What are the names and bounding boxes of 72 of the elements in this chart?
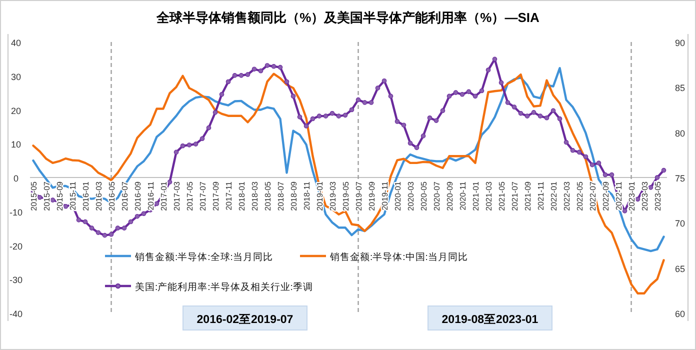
x-tick-label: 2015-09 [55, 180, 64, 211]
legend-label: 美国:产能利用率:半导体及相关行业:季调 [135, 281, 313, 293]
x-tick-label: 2017-01 [159, 180, 168, 211]
x-tick-label: 2022-01 [549, 180, 558, 211]
x-tick-label: 2019-03 [328, 180, 338, 211]
x-tick-label: 2021-07 [510, 180, 520, 211]
y2-tick-label: 85 [674, 83, 686, 94]
x-tick-label: 2016-07 [120, 180, 130, 211]
y2-tick-label: 65 [674, 264, 686, 274]
x-tick-label: 2020-05 [419, 180, 428, 211]
y-tick-label: 10 [10, 140, 22, 150]
x-tick-label: 2021-03 [484, 180, 494, 211]
x-tick-label: 2017-03 [172, 180, 182, 211]
y2-tick-label: 80 [674, 128, 686, 138]
x-tick-label: 2022-05 [575, 180, 584, 211]
y-tick-label: -40 [9, 309, 23, 319]
x-tick-label: 2018-03 [250, 180, 260, 211]
y2-tick-label: 75 [674, 174, 686, 184]
x-tick-label: 2016-11 [146, 180, 156, 210]
x-tick-label: 2023-03 [640, 180, 650, 211]
chart-title: 全球半导体销售额同比（%）及美国半导体产能利用率（%）—SIA [156, 10, 540, 25]
y2-tick-label: 60 [674, 309, 686, 319]
line-series [32, 72, 665, 294]
x-tick-label: 2021-01 [471, 180, 480, 211]
y-tick-label: 40 [10, 38, 22, 48]
x-tick-label: 2022-03 [562, 180, 572, 211]
x-tick-label: 2022-11 [614, 180, 624, 210]
y2-tick-label: 70 [674, 218, 686, 229]
x-tick-label: 2020-09 [445, 180, 454, 211]
x-tick-label: 2016-03 [94, 180, 104, 211]
x-tick-label: 2019-01 [315, 180, 324, 211]
x-tick-label: 2022-07 [588, 180, 598, 211]
x-tick-label: 2023-05 [653, 180, 662, 211]
legend-label: 销售金额:半导体:中国:当月同比 [329, 251, 468, 263]
y-tick-label: -10 [9, 207, 23, 218]
x-tick-label: 2019-07 [354, 180, 364, 211]
x-tick-label: 2017-07 [198, 180, 208, 211]
text: 2019-08至2023-01 [442, 313, 539, 326]
x-tick-label: 2018-11 [302, 180, 312, 210]
y-tick-label: 30 [10, 72, 22, 82]
y-tick-label: -20 [9, 241, 23, 252]
y-tick-label: -30 [9, 275, 23, 286]
x-tick-label: 2023-01 [627, 180, 636, 211]
x-tick-label: 2019-09 [367, 180, 376, 211]
x-tick-label: 2021-05 [497, 180, 506, 211]
x-tick-label: 2022-09 [601, 180, 610, 211]
x-tick-label: 2017-09 [211, 180, 220, 211]
x-tick-label: 2018-01 [237, 180, 246, 211]
y2-tick-label: 90 [674, 38, 686, 48]
x-tick-label: 2015-11 [68, 180, 78, 210]
x-tick-label: 2020-07 [432, 180, 442, 211]
x-tick-label: 2020-01 [393, 180, 402, 211]
x-tick-label: 2018-07 [276, 180, 286, 211]
x-tick-label: 2016-05 [107, 180, 116, 211]
x-tick-label: 2020-11 [458, 180, 468, 210]
x-tick-label: 2015-07 [42, 180, 52, 211]
x-tick-label: 2017-11 [224, 180, 234, 210]
x-tick-label: 2019-11 [380, 180, 390, 210]
x-tick-label: 2019-05 [341, 180, 350, 211]
text: 2016-02至2019-07 [196, 313, 294, 326]
legend-label: 销售金额:半导体:全球:当月同比 [134, 251, 273, 263]
y-tick-label: 0 [13, 174, 19, 184]
x-tick-label: 2021-11 [536, 180, 546, 210]
x-tick-label: 2020-03 [406, 180, 416, 211]
x-tick-label: 2016-01 [81, 180, 90, 211]
x-tick-label: 2018-09 [289, 180, 298, 211]
x-tick-label: 2021-09 [523, 180, 532, 211]
x-tick-label: 2016-09 [133, 180, 142, 211]
x-tick-label: 2017-05 [185, 180, 194, 211]
y-tick-label: 20 [10, 106, 22, 116]
x-tick-label: 2018-05 [263, 180, 272, 211]
x-tick-label: 2015-05 [29, 180, 38, 211]
